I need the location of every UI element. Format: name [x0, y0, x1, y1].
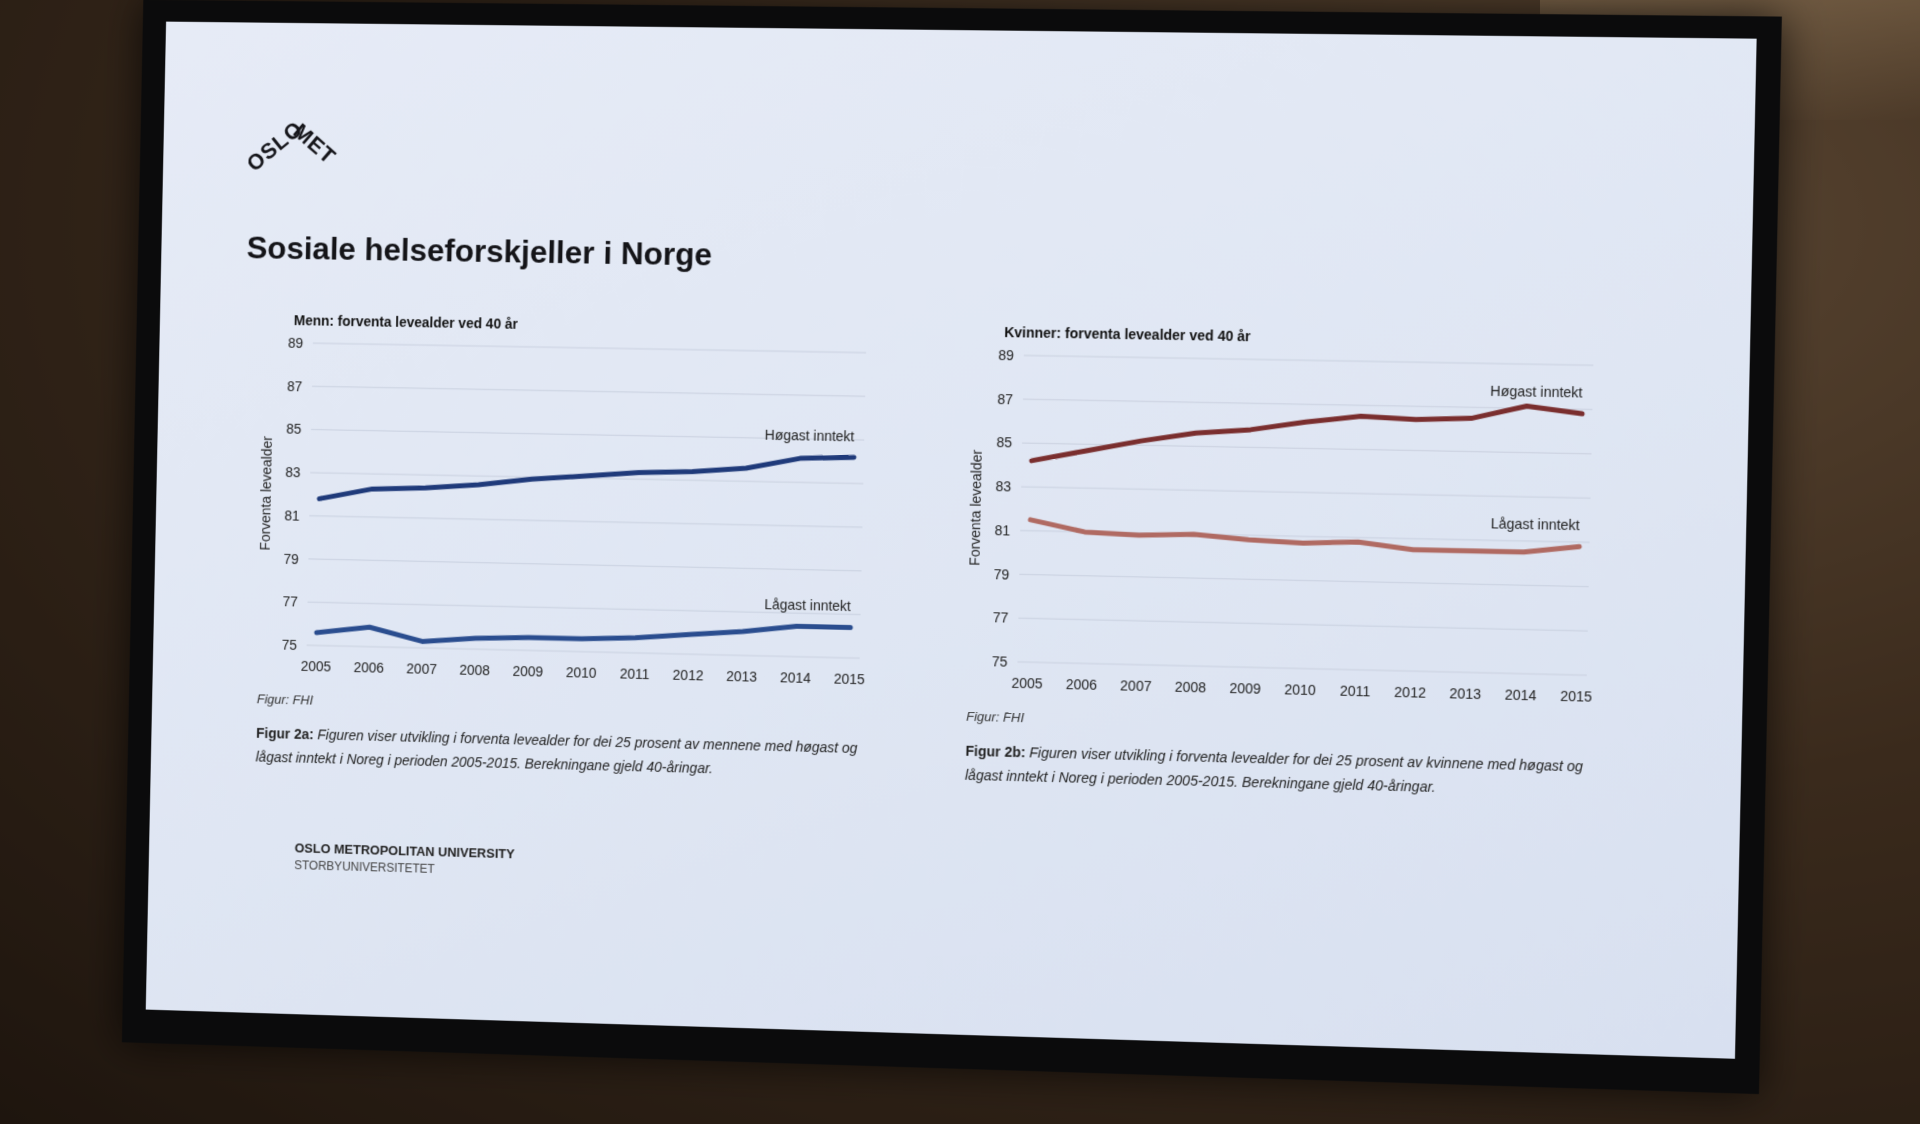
figure-caption: Figur 2a: Figuren viser utvikling i forv… [255, 721, 886, 785]
caption-label: Figur 2a: [255, 724, 314, 743]
y-tick-label: 81 [994, 522, 1010, 538]
slide-title: Sosiale helseforskjeller i Norge [246, 229, 713, 273]
x-tick-label: 2009 [512, 663, 543, 680]
x-tick-label: 2008 [1175, 679, 1207, 696]
y-tick-label: 79 [283, 550, 299, 566]
y-tick-label: 83 [995, 478, 1011, 494]
y-tick-label: 79 [994, 566, 1010, 583]
oslomet-logo: OSLO MET [242, 111, 357, 208]
gridline [308, 559, 861, 571]
logo-mark: OSLO MET [242, 116, 341, 177]
gridline [307, 645, 860, 658]
x-tick-label: 2013 [1449, 685, 1481, 702]
y-tick-label: 77 [282, 594, 298, 610]
gridline [313, 343, 866, 353]
y-tick-label: 87 [287, 378, 303, 394]
series-label: Lågast inntekt [1491, 515, 1581, 533]
y-tick-label: 85 [996, 434, 1012, 450]
gridline [1024, 355, 1594, 365]
x-tick-label: 2008 [459, 662, 490, 679]
x-tick-label: 2010 [566, 664, 597, 681]
figure-source: Figur: FHI [966, 708, 1025, 726]
gridline [1019, 574, 1588, 586]
caption-text: Figuren viser utvikling i forventa levea… [964, 744, 1584, 795]
x-tick-label: 2012 [673, 667, 704, 684]
gridline [309, 516, 862, 528]
y-axis-label: Forventa levealder [966, 449, 985, 566]
x-tick-label: 2014 [780, 669, 812, 686]
x-tick-label: 2015 [1560, 688, 1593, 705]
series-label: Høgast inntekt [765, 427, 855, 445]
monitor-bezel: OSLO MET Sosiale helseforskjeller i Norg… [121, 0, 1782, 1095]
y-tick-label: 83 [285, 464, 301, 480]
y-tick-label: 87 [997, 391, 1013, 407]
x-tick-label: 2012 [1394, 684, 1426, 701]
caption-label: Figur 2b: [965, 742, 1026, 761]
gridline [1017, 662, 1586, 675]
gridline [312, 386, 865, 396]
series-label: Høgast inntekt [1490, 383, 1583, 401]
gridline [1021, 487, 1590, 498]
caption-text: Figuren viser utvikling i forventa levea… [255, 726, 858, 777]
figure-caption: Figur 2b: Figuren viser utvikling i forv… [965, 739, 1614, 804]
series-line [319, 447, 854, 510]
chart-panel-kvinner: Kvinner: forventa levealder ved 40 år For… [957, 310, 1615, 797]
chart-title: Kvinner: forventa levealder ved 40 år [1004, 324, 1251, 344]
x-tick-label: 2005 [301, 658, 332, 675]
chart-kvinner: Kvinner: forventa levealder ved 40 år For… [966, 324, 1614, 705]
series-line [316, 615, 850, 651]
y-tick-label: 85 [286, 421, 302, 437]
x-tick-label: 2006 [1066, 676, 1098, 693]
x-tick-label: 2013 [726, 668, 757, 685]
x-tick-label: 2006 [353, 659, 384, 676]
x-tick-label: 2014 [1505, 686, 1537, 703]
y-tick-label: 77 [993, 609, 1009, 626]
university-subtitle: STORBYUNIVERSITETET [294, 858, 435, 876]
series-label: Lågast inntekt [764, 596, 851, 614]
chart-menn: Menn: forventa levealder ved 40 år Forven… [257, 312, 887, 687]
y-tick-label: 89 [288, 335, 304, 351]
x-tick-label: 2011 [620, 665, 650, 682]
x-tick-label: 2009 [1229, 680, 1261, 697]
slide: OSLO MET Sosiale helseforskjeller i Norg… [145, 21, 1757, 1059]
chart-title: Menn: forventa levealder ved 40 år [294, 312, 519, 332]
x-tick-label: 2005 [1011, 675, 1043, 692]
x-tick-label: 2007 [1120, 677, 1152, 694]
y-axis-label: Forventa levealder [257, 436, 275, 551]
x-tick-label: 2011 [1340, 682, 1371, 699]
y-tick-label: 81 [284, 507, 300, 523]
chart-panel-menn: Menn: forventa levealder ved 40 år Forven… [248, 299, 887, 779]
figure-source: Figur: FHI [256, 691, 314, 708]
x-tick-label: 2010 [1284, 681, 1316, 698]
y-tick-label: 75 [992, 653, 1008, 670]
x-tick-label: 2007 [406, 660, 437, 677]
x-tick-label: 2015 [834, 670, 866, 687]
y-tick-label: 75 [282, 637, 298, 653]
gridline [1018, 618, 1587, 631]
y-tick-label: 89 [998, 347, 1014, 363]
